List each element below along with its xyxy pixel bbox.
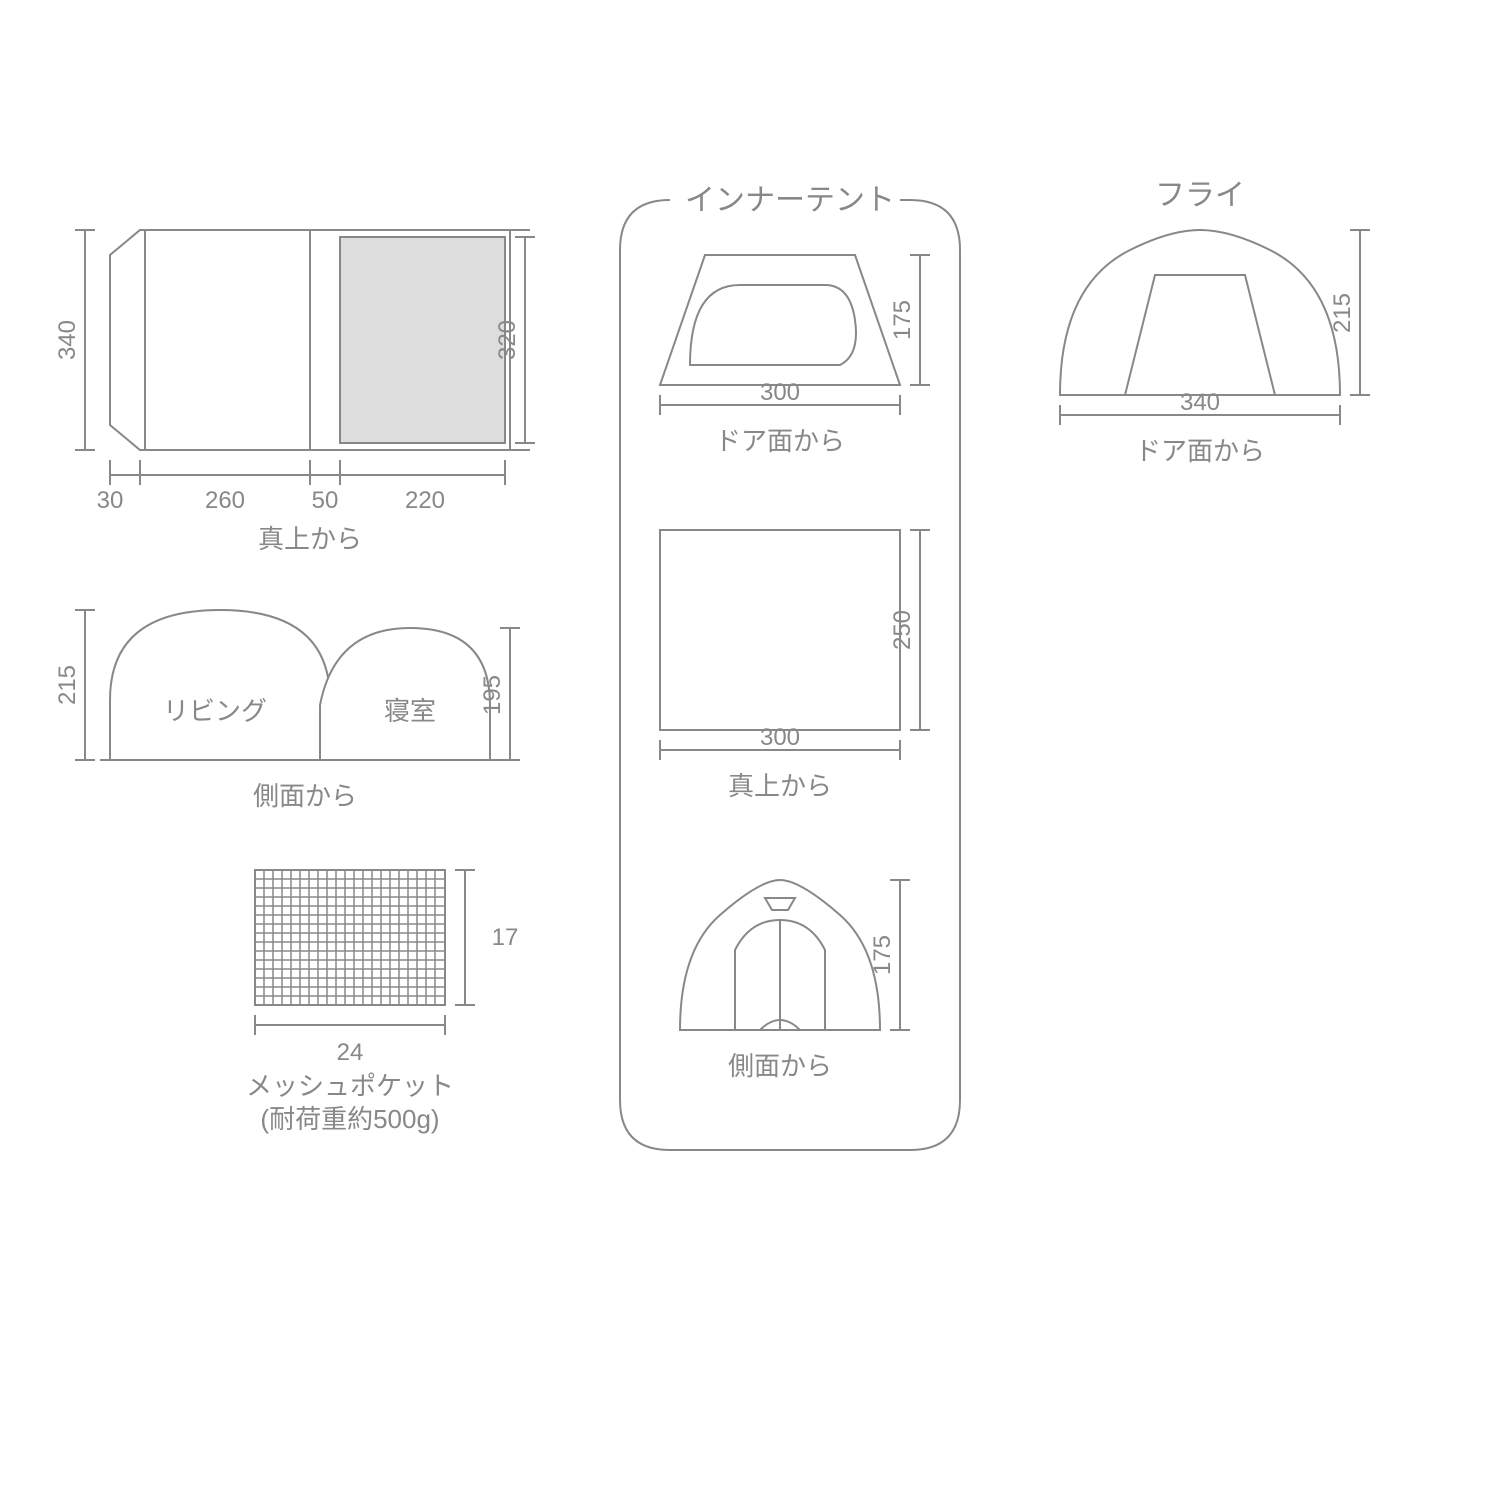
mesh-group: 17 24 メッシュポケット (耐荷重約500g) xyxy=(246,870,518,1134)
topview-dim-30: 30 xyxy=(97,487,124,514)
topview-dim-260: 260 xyxy=(205,487,245,514)
inner-top-dim-w: 300 xyxy=(760,724,800,751)
fly-title: フライ xyxy=(1155,179,1245,212)
topview-dim-340: 340 xyxy=(54,320,81,360)
fly-dim-h: 215 xyxy=(1329,293,1356,333)
inner-top-dim-h: 250 xyxy=(889,610,916,650)
mesh-dim-24: 24 xyxy=(337,1039,364,1066)
sideview-label: 側面から xyxy=(253,781,357,811)
topview-dim-50: 50 xyxy=(312,487,339,514)
fly-dim-w: 340 xyxy=(1180,389,1220,416)
topview-dim-320: 320 xyxy=(494,320,521,360)
sideview-dim-195: 195 xyxy=(479,675,506,715)
sideview-room2: 寝室 xyxy=(384,696,436,726)
fly-group: フライ 215 340 ドア面から xyxy=(1060,179,1370,466)
inner-side-dim-h: 175 xyxy=(869,935,896,975)
topview-group: 340 320 30 260 50 220 真上から xyxy=(54,230,535,554)
inner-title: インナーテント xyxy=(685,184,895,217)
topview-dim-220: 220 xyxy=(405,487,445,514)
inner-panel: インナーテント 175 300 ドア面から 250 300 真上から xyxy=(620,184,960,1150)
inner-door-dim-h: 175 xyxy=(889,300,916,340)
mesh-dim-17: 17 xyxy=(492,924,519,951)
topview-label: 真上から xyxy=(258,524,362,554)
inner-side-label: 側面から xyxy=(728,1051,832,1081)
inner-door-label: ドア面から xyxy=(715,426,845,456)
sideview-room1: リビング xyxy=(163,696,267,726)
mesh-label2: (耐荷重約500g) xyxy=(260,1104,439,1134)
mesh-label1: メッシュポケット xyxy=(246,1071,454,1101)
fly-label: ドア面から xyxy=(1135,436,1265,466)
sideview-dim-215: 215 xyxy=(54,665,81,705)
sideview-group: リビング 寝室 215 195 側面から xyxy=(54,610,520,811)
inner-top-label: 真上から xyxy=(728,771,832,801)
inner-door-dim-w: 300 xyxy=(760,379,800,406)
